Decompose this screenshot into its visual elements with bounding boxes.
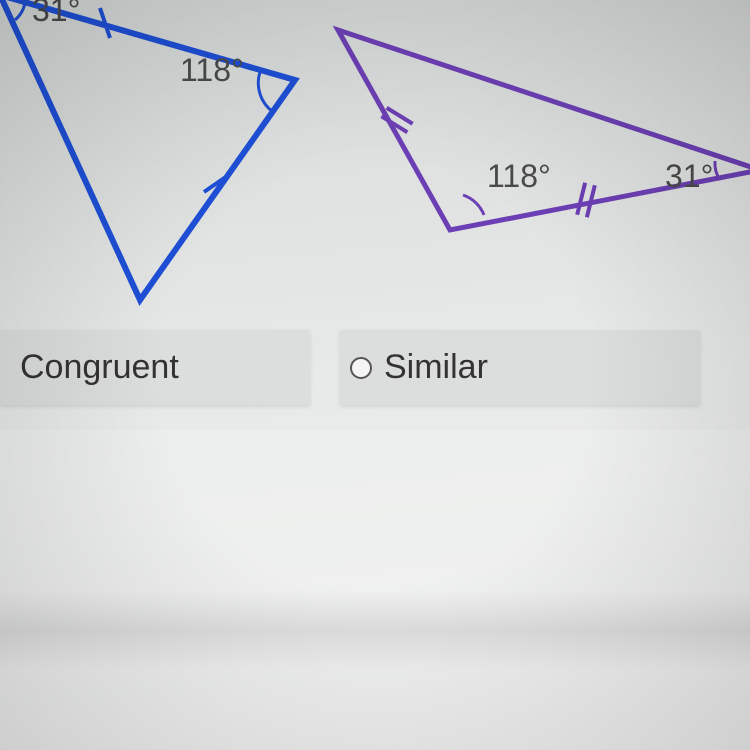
options-row: Congruent Similar xyxy=(0,330,750,405)
angle-label: 118° xyxy=(180,52,244,89)
triangle-2 xyxy=(338,30,750,230)
congruent-label: Congruent xyxy=(20,348,179,387)
similar-label: Similar xyxy=(384,348,488,387)
angle-label: 31° xyxy=(665,158,713,195)
angle-label: 31° xyxy=(32,0,80,29)
congruent-option[interactable]: Congruent xyxy=(0,330,310,405)
shadow-separator xyxy=(0,590,750,670)
radio-icon xyxy=(350,357,372,379)
triangle-1 xyxy=(0,0,295,300)
diagram-svg xyxy=(0,0,750,320)
triangle-diagram: 31° 118° 118° 31° xyxy=(0,0,750,320)
angle-label: 118° xyxy=(487,158,551,195)
similar-option[interactable]: Similar xyxy=(340,330,700,405)
